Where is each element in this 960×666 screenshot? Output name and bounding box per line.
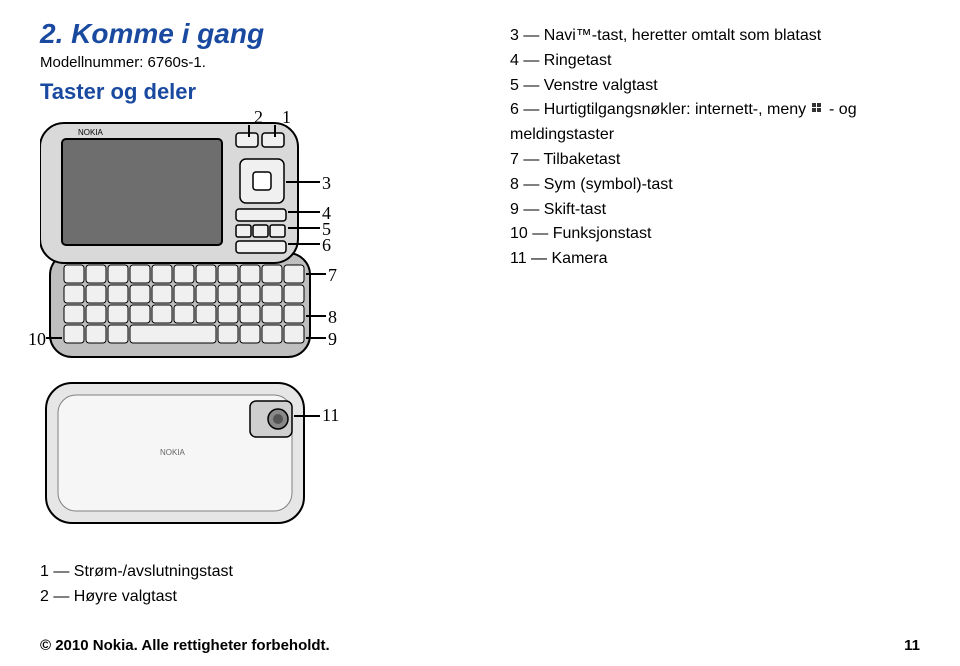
svg-text:NOKIA: NOKIA xyxy=(160,448,186,457)
legend-8: 8 — Sym (symbol)-tast xyxy=(510,173,920,198)
legend-4: 4 — Ringetast xyxy=(510,49,920,74)
callout-10: 10 xyxy=(28,329,46,350)
callout-1: 1 xyxy=(282,107,291,128)
legend-7: 7 — Tilbaketast xyxy=(510,148,920,173)
svg-text:NOKIA: NOKIA xyxy=(78,128,104,137)
legend-9: 9 — Skift-tast xyxy=(510,198,920,223)
page-title: 2. Komme i gang xyxy=(40,18,470,50)
phone-open-figure: NOKIA xyxy=(40,115,470,375)
legend-2: 2 — Høyre valgtast xyxy=(40,585,233,610)
section-heading: Taster og deler xyxy=(40,79,470,105)
page-footer: © 2010 Nokia. Alle rettigheter forbehold… xyxy=(40,637,920,654)
legend-6: 6 — Hurtigtilgangsnøkler: internett-, me… xyxy=(510,98,920,123)
legend-1: 1 — Strøm-/avslutningstast xyxy=(40,560,233,585)
legend-6b: meldingstaster xyxy=(510,123,920,148)
callout-3: 3 xyxy=(322,173,331,194)
legend-3: 3 — Navi™-tast, heretter omtalt som blat… xyxy=(510,24,920,49)
callout-11: 11 xyxy=(322,405,339,426)
callout-6: 6 xyxy=(322,235,331,256)
legend-5: 5 — Venstre valgtast xyxy=(510,74,920,99)
key-legend-list: 3 — Navi™-tast, heretter omtalt som blat… xyxy=(510,24,920,272)
footer-copyright: © 2010 Nokia. Alle rettigheter forbehold… xyxy=(40,637,330,654)
callout-2: 2 xyxy=(254,107,263,128)
callout-8: 8 xyxy=(328,307,337,328)
legend-11: 11 — Kamera xyxy=(510,247,920,272)
callout-7: 7 xyxy=(328,265,337,286)
phone-back-svg: NOKIA xyxy=(40,375,360,535)
callout-9: 9 xyxy=(328,329,337,350)
bottom-legend-list: 1 — Strøm-/avslutningstast 2 — Høyre val… xyxy=(40,560,233,610)
model-number: Modellnummer: 6760s-1. xyxy=(40,54,470,71)
menu-icon xyxy=(811,102,825,116)
phone-open-svg: NOKIA xyxy=(40,115,360,375)
footer-page-number: 11 xyxy=(904,637,920,654)
legend-10: 10 — Funksjonstast xyxy=(510,222,920,247)
phone-back-figure: NOKIA 11 xyxy=(40,375,470,535)
